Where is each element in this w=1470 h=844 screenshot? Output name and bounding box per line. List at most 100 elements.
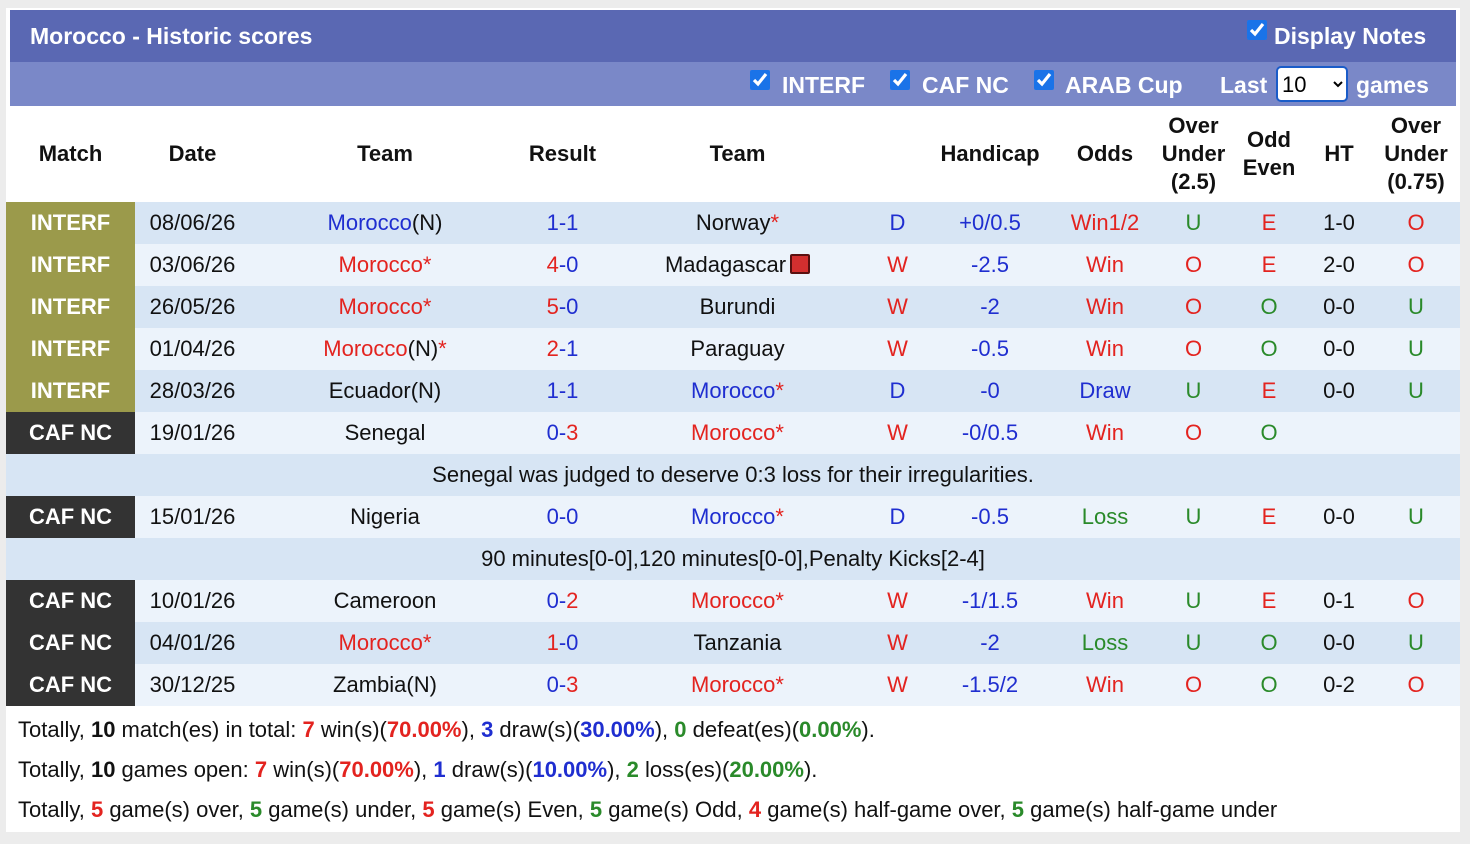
team-star: * bbox=[775, 420, 784, 445]
filter-checkbox[interactable] bbox=[890, 70, 910, 90]
over-under: O bbox=[1155, 244, 1232, 286]
team-name: Zambia bbox=[333, 672, 407, 697]
summary-text: 5 bbox=[422, 797, 435, 822]
home-team: Zambia(N) bbox=[250, 664, 520, 706]
away-score: 1 bbox=[566, 378, 579, 403]
team-name: Morocco bbox=[338, 252, 423, 277]
team-name: Morocco bbox=[691, 588, 776, 613]
summary-line: Totally, 5 game(s) over, 5 game(s) under… bbox=[18, 790, 1277, 830]
summary-text: 3 bbox=[481, 717, 494, 742]
team-star: * bbox=[422, 294, 432, 319]
odds: Loss bbox=[1055, 622, 1155, 664]
handicap: -2.5 bbox=[925, 244, 1055, 286]
column-header: Team bbox=[357, 141, 413, 166]
team-name: Morocco bbox=[691, 420, 776, 445]
home-score: 1 bbox=[546, 210, 559, 235]
filter-checkbox[interactable] bbox=[1034, 70, 1054, 90]
score-separator: - bbox=[558, 210, 567, 235]
league: INTERF bbox=[6, 328, 135, 370]
over-under-half: U bbox=[1372, 370, 1460, 412]
handicap: -0.5 bbox=[925, 496, 1055, 538]
header-row: Match Date Team Result Team Handicap Odds Over … bbox=[6, 106, 1460, 202]
over-under-half: U bbox=[1372, 328, 1460, 370]
score-separator: - bbox=[558, 252, 567, 277]
note-row: 90 minutes[0-0],120 minutes[0-0],Penalty… bbox=[6, 538, 1460, 580]
summary-text: 30.00% bbox=[580, 717, 655, 742]
date: 03/06/26 bbox=[135, 244, 250, 286]
away-score: 0 bbox=[566, 504, 579, 529]
column-header: HT bbox=[1324, 141, 1354, 166]
summary-text: 2 bbox=[626, 757, 639, 782]
date: 04/01/26 bbox=[135, 622, 250, 664]
handicap: +0/0.5 bbox=[925, 202, 1055, 244]
handicap: -0/0.5 bbox=[925, 412, 1055, 454]
summary-text: game(s) Odd, bbox=[602, 797, 749, 822]
over-under-half: O bbox=[1372, 664, 1460, 706]
away-team: Morocco* bbox=[605, 580, 870, 622]
home-score: 5 bbox=[546, 294, 559, 319]
handicap: -1/1.5 bbox=[925, 580, 1055, 622]
over-under: O bbox=[1155, 664, 1232, 706]
league: INTERF bbox=[6, 370, 135, 412]
summary-text: game(s) Even, bbox=[434, 797, 590, 822]
home-score: 0 bbox=[546, 504, 559, 529]
home-score: 0 bbox=[546, 588, 559, 613]
half-time bbox=[1306, 412, 1372, 454]
summary-text: draw(s)( bbox=[493, 717, 581, 742]
notes-checkbox[interactable] bbox=[1247, 20, 1267, 40]
odd-even: O bbox=[1232, 412, 1306, 454]
summary-text: 5 bbox=[1011, 797, 1025, 822]
over-under-half: U bbox=[1372, 622, 1460, 664]
team-name: Morocco bbox=[338, 630, 423, 655]
team-name: Morocco bbox=[338, 294, 423, 319]
team-star: * bbox=[438, 336, 447, 361]
over-under-half: U bbox=[1372, 496, 1460, 538]
filter-checkbox[interactable] bbox=[750, 70, 770, 90]
over-under: O bbox=[1155, 412, 1232, 454]
summary-text: game(s) over, bbox=[103, 797, 250, 822]
column-header: Over Under (2.5) bbox=[1161, 113, 1226, 194]
summary-text: win(s)( bbox=[314, 717, 387, 742]
handicap: -0.5 bbox=[925, 328, 1055, 370]
match-row: CAF NC 15/01/26 Nigeria 0-0 Morocco* D -0.5 Los… bbox=[6, 496, 1460, 538]
odds: Win bbox=[1055, 244, 1155, 286]
half-time: 0-0 bbox=[1306, 496, 1372, 538]
scores-table: Match Date Team Result Team Handicap Odds Over … bbox=[6, 106, 1460, 706]
home-score: 0 bbox=[546, 672, 559, 697]
over-under-half bbox=[1372, 412, 1460, 454]
over-under: O bbox=[1155, 328, 1232, 370]
summary-text: 10 bbox=[90, 717, 116, 742]
away-team: Tanzania bbox=[605, 622, 870, 664]
over-under: U bbox=[1155, 580, 1232, 622]
team-name: Norway bbox=[695, 210, 771, 235]
away-score: 1 bbox=[566, 336, 579, 361]
league: CAF NC bbox=[6, 412, 135, 454]
odds: Win bbox=[1055, 328, 1155, 370]
team-star: * bbox=[775, 504, 784, 529]
away-score: 3 bbox=[566, 420, 579, 445]
over-under: U bbox=[1155, 622, 1232, 664]
match-row: CAF NC 04/01/26 Morocco* 1-0 Tanzania W -2 Loss… bbox=[6, 622, 1460, 664]
league: CAF NC bbox=[6, 622, 135, 664]
match-row: CAF NC 30/12/25 Zambia(N) 0-3 Morocco* W -1.5/… bbox=[6, 664, 1460, 706]
over-under-half: O bbox=[1372, 580, 1460, 622]
team-star: * bbox=[775, 672, 784, 697]
result: 0-3 bbox=[520, 664, 605, 706]
match-note: 90 minutes[0-0],120 minutes[0-0],Penalty… bbox=[6, 538, 1460, 580]
away-score: 1 bbox=[566, 210, 579, 235]
score-separator: - bbox=[558, 294, 567, 319]
league: CAF NC bbox=[6, 496, 135, 538]
odd-even: E bbox=[1232, 580, 1306, 622]
home-team: Morocco* bbox=[250, 622, 520, 664]
team-name: Burundi bbox=[699, 294, 776, 319]
summary-text: 1 bbox=[433, 757, 446, 782]
team-name: Senegal bbox=[344, 420, 426, 445]
outcome: W bbox=[870, 664, 925, 706]
home-team: Morocco* bbox=[250, 244, 520, 286]
home-team: Morocco* bbox=[250, 286, 520, 328]
match-note: Senegal was judged to deserve 0:3 loss f… bbox=[6, 454, 1460, 496]
team-star: * bbox=[775, 588, 784, 613]
score-separator: - bbox=[558, 378, 567, 403]
games-select[interactable]: 10 bbox=[1276, 66, 1348, 102]
